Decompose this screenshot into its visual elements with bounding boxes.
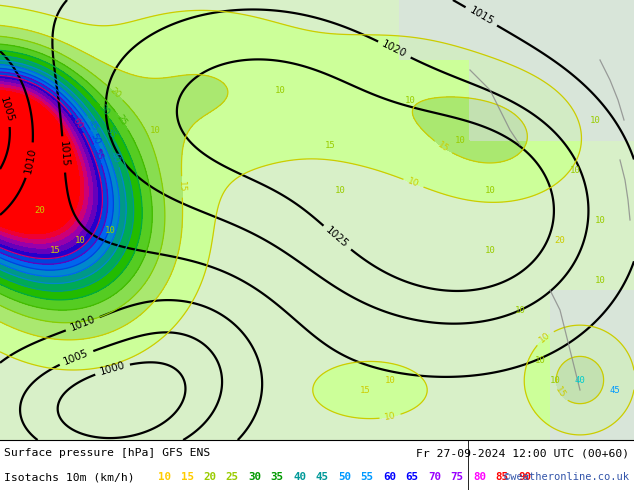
Text: 10: 10: [534, 356, 545, 365]
Text: 10: 10: [384, 411, 397, 422]
Text: 10: 10: [275, 85, 285, 95]
Text: 45: 45: [86, 118, 100, 132]
Text: 10: 10: [569, 166, 580, 174]
Text: 50: 50: [338, 472, 351, 482]
Text: 15: 15: [436, 140, 450, 154]
Text: 80: 80: [473, 472, 486, 482]
Text: 15: 15: [178, 181, 186, 193]
Text: 20: 20: [35, 205, 46, 215]
Text: 25: 25: [226, 472, 238, 482]
Text: 15: 15: [325, 141, 335, 149]
Text: 20: 20: [203, 472, 216, 482]
Text: 55: 55: [361, 472, 373, 482]
Text: 20: 20: [108, 86, 122, 100]
Text: 50: 50: [89, 132, 102, 146]
Text: 10: 10: [105, 225, 115, 235]
Text: Fr 27-09-2024 12:00 UTC (00+60): Fr 27-09-2024 12:00 UTC (00+60): [416, 448, 629, 458]
Text: 1010: 1010: [23, 147, 38, 174]
Text: 15: 15: [181, 472, 193, 482]
Text: 10: 10: [484, 245, 495, 254]
Text: 10: 10: [595, 275, 605, 285]
Text: 1025: 1025: [324, 225, 351, 250]
Text: 75: 75: [451, 472, 463, 482]
Text: 10: 10: [150, 125, 160, 135]
Text: ©weatheronline.co.uk: ©weatheronline.co.uk: [504, 472, 629, 482]
Text: 10: 10: [538, 331, 552, 345]
Text: 35: 35: [103, 126, 117, 140]
Text: 45: 45: [316, 472, 328, 482]
Text: 1000: 1000: [98, 361, 126, 377]
Text: 10: 10: [484, 186, 495, 195]
Text: 10: 10: [75, 236, 86, 245]
Text: 85: 85: [496, 472, 508, 482]
Text: 30: 30: [96, 103, 110, 118]
Text: 1010: 1010: [68, 315, 97, 333]
Text: 10: 10: [335, 186, 346, 195]
Text: 45: 45: [610, 386, 621, 394]
Text: 40: 40: [293, 472, 306, 482]
Text: 10: 10: [404, 96, 415, 104]
Text: 35: 35: [271, 472, 283, 482]
Text: 1005: 1005: [0, 95, 15, 123]
Text: 20: 20: [555, 236, 566, 245]
Text: 1015: 1015: [58, 141, 70, 168]
Text: 15: 15: [359, 386, 370, 394]
Text: 55: 55: [91, 147, 104, 162]
Text: 1020: 1020: [380, 39, 408, 60]
Text: 10: 10: [455, 136, 465, 145]
Text: 10: 10: [385, 375, 396, 385]
Text: 65: 65: [406, 472, 418, 482]
Text: 70: 70: [428, 472, 441, 482]
Text: 10: 10: [550, 375, 560, 385]
Text: 10: 10: [406, 177, 420, 190]
Text: 30: 30: [248, 472, 261, 482]
Text: Surface pressure [hPa] GFS ENS: Surface pressure [hPa] GFS ENS: [4, 448, 210, 458]
Text: 1005: 1005: [62, 348, 91, 367]
Text: 10: 10: [590, 116, 600, 124]
Text: 25: 25: [115, 114, 129, 128]
Text: 10: 10: [595, 216, 605, 224]
Text: 10: 10: [515, 305, 526, 315]
Text: 1015: 1015: [467, 5, 495, 27]
Text: 15: 15: [49, 245, 60, 254]
Text: 40: 40: [109, 150, 122, 165]
Text: 15: 15: [553, 386, 567, 400]
Text: 40: 40: [574, 375, 585, 385]
Text: 10: 10: [158, 472, 171, 482]
Text: 90: 90: [518, 472, 531, 482]
Text: 60: 60: [70, 116, 84, 131]
Text: Isotachs 10m (km/h): Isotachs 10m (km/h): [4, 472, 134, 482]
Text: 60: 60: [383, 472, 396, 482]
